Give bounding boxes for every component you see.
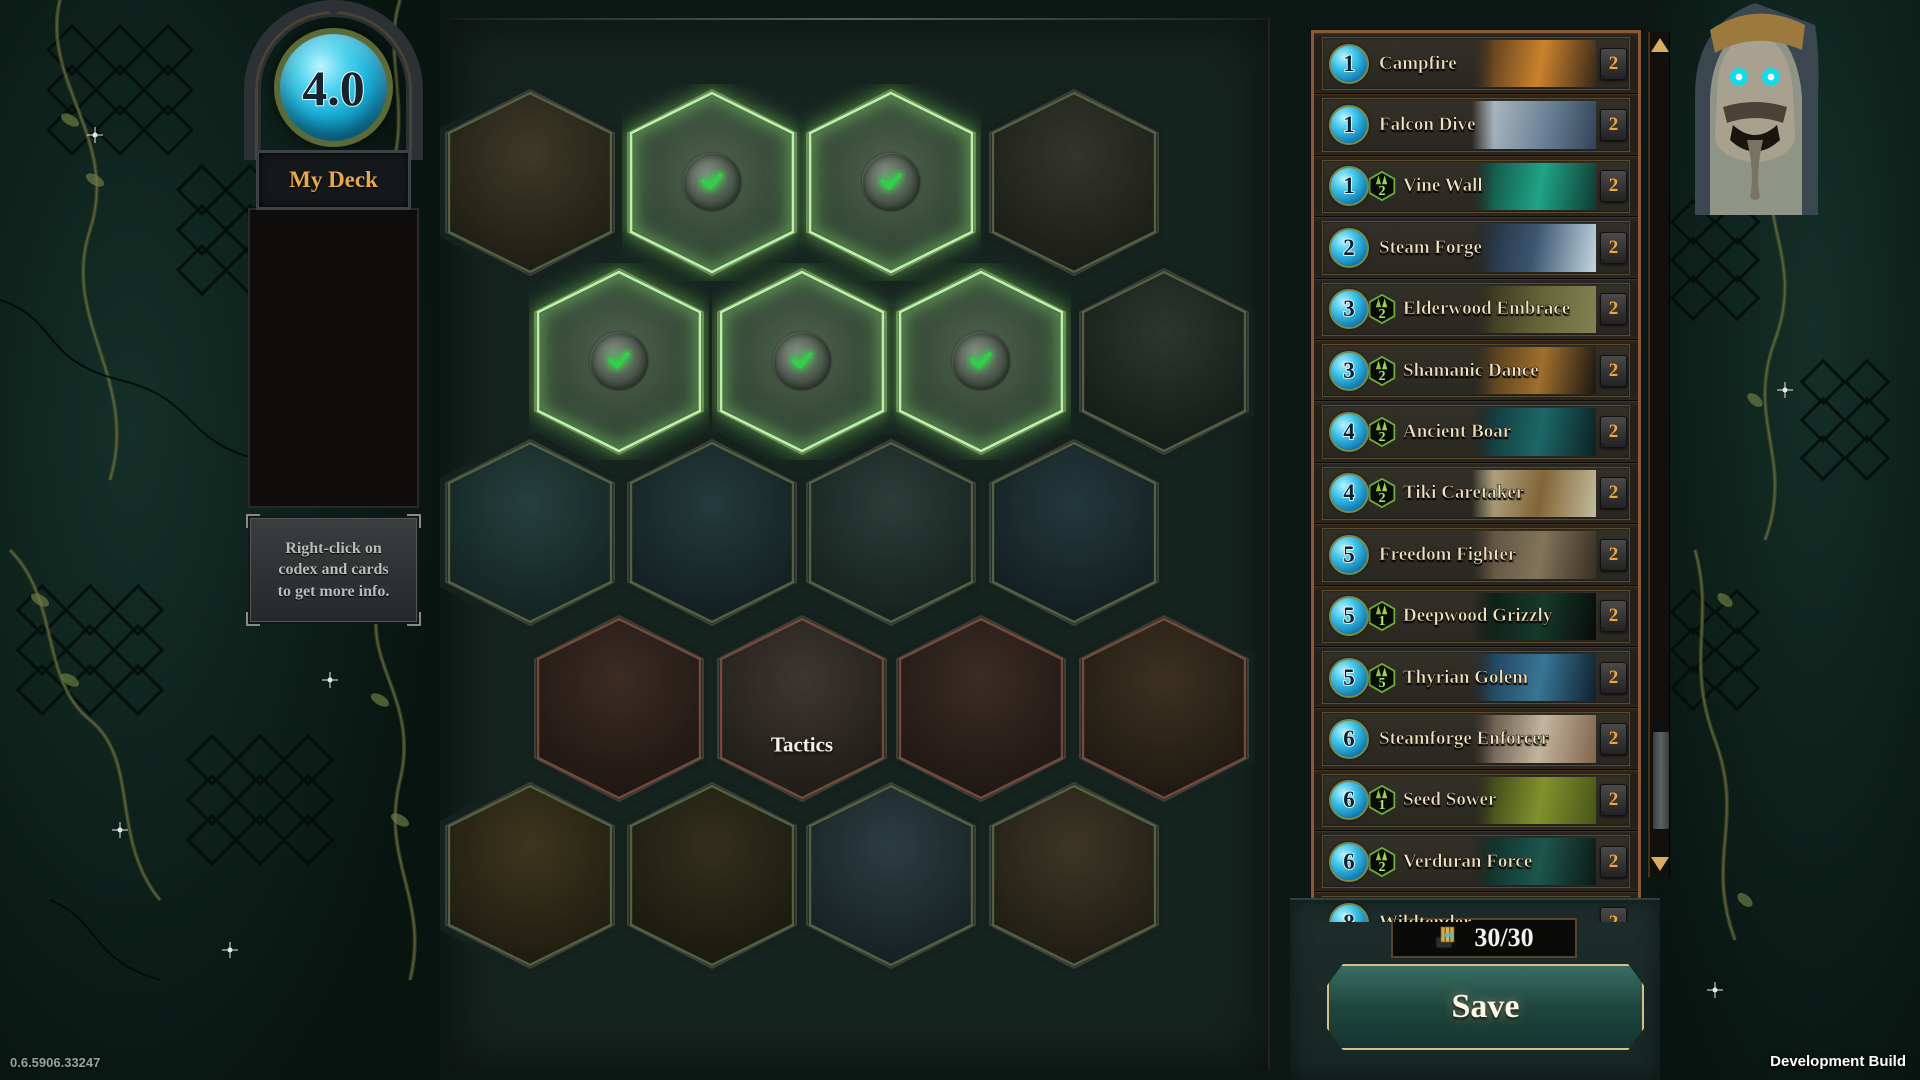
svg-text:2: 2 [1378,429,1385,445]
svg-text:1: 1 [1378,613,1385,629]
svg-text:2: 2 [1378,367,1385,383]
svg-text:5: 5 [1378,674,1385,690]
svg-text:2: 2 [1378,183,1385,199]
svg-text:2: 2 [1378,859,1385,875]
svg-text:1: 1 [1378,797,1385,813]
svg-text:2: 2 [1378,490,1385,506]
svg-text:2: 2 [1378,306,1385,322]
